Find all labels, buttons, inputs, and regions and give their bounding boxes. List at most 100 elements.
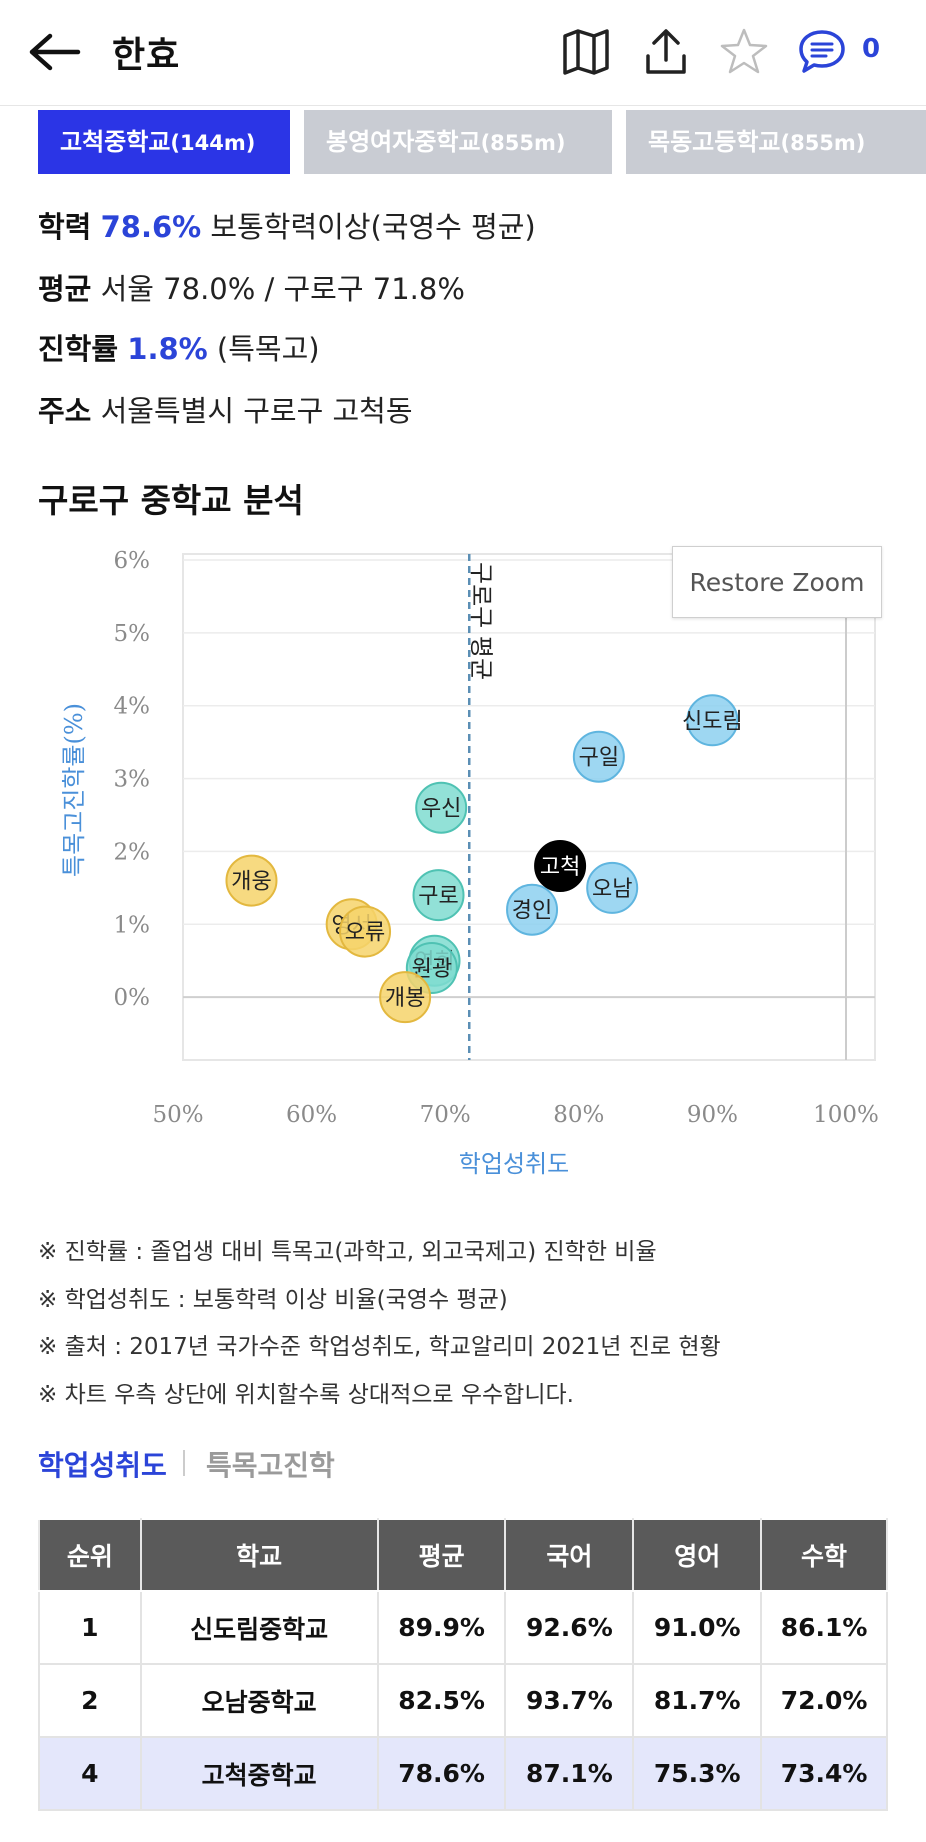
- data-point: [572, 730, 625, 783]
- data-point-label: 구로: [418, 884, 458, 909]
- note-source: ※ 출처 : 2017년 국가수준 학업성취도, 학교알리미 2021년 진로 …: [38, 1334, 721, 1360]
- table-row-current[interactable]: 4 고척중학교 78.6% 87.1% 75.3% 73.4%: [38, 1736, 888, 1811]
- data-point-label: 고척: [540, 855, 580, 880]
- note-hint: ※ 차트 우측 상단에 위치할수록 상대적으로 우수합니다.: [38, 1382, 574, 1408]
- data-point: [586, 861, 639, 914]
- cell-average: 78.6%: [376, 1736, 507, 1811]
- col-header-average: 평균: [376, 1518, 507, 1592]
- comment-icon[interactable]: [796, 26, 848, 78]
- cell-rank: 2: [38, 1663, 142, 1738]
- data-point-label: 개웅: [231, 870, 271, 895]
- average-row: 평균 서울 78.0% / 구로구 71.8%: [38, 266, 465, 308]
- cell-school: 오남중학교: [139, 1663, 379, 1738]
- x-tick-label: 50%: [152, 1102, 203, 1128]
- advancement-value: 1.8%: [127, 332, 208, 366]
- y-axis-title: 특목고진학률(%): [60, 703, 88, 877]
- data-point: [225, 854, 278, 907]
- tab-school-1[interactable]: 고척중학교(144m): [38, 110, 290, 174]
- section-title: 구로구 중학교 분석: [38, 481, 304, 520]
- restore-zoom-button[interactable]: Restore Zoom: [672, 546, 882, 618]
- tab-school-2[interactable]: 봉영여자중학교(855m): [304, 110, 612, 174]
- col-header-korean: 국어: [504, 1518, 635, 1592]
- tab-school-distance: (855m): [480, 131, 566, 155]
- cell-average: 89.9%: [376, 1590, 507, 1665]
- share-icon[interactable]: [640, 26, 692, 78]
- scatter-chart[interactable]: 0% 1% 2% 3% 4% 5% 6% 50% 60% 70% 80% 90% 100% 구로구 평균 학…: [38, 540, 888, 1180]
- address-row: 주소 서울특별시 구로구 고척동: [38, 388, 413, 430]
- cell-average: 82.5%: [376, 1663, 507, 1738]
- back-arrow-icon[interactable]: [28, 32, 84, 72]
- advancement-desc: (특목고): [216, 332, 320, 366]
- x-tick-label: 90%: [687, 1102, 738, 1128]
- data-point: [686, 694, 739, 747]
- address-value: 서울특별시 구로구 고척동: [100, 394, 413, 428]
- note-achievement: ※ 학업성취도 : 보통학력 이상 비율(국영수 평균): [38, 1287, 508, 1313]
- col-header-english: 영어: [632, 1518, 763, 1592]
- data-point-label: 오남: [592, 877, 632, 902]
- y-tick-label: 5%: [114, 621, 151, 647]
- map-icon[interactable]: [560, 26, 612, 78]
- cell-korean: 93.7%: [504, 1663, 635, 1738]
- cell-korean: 87.1%: [504, 1736, 635, 1811]
- data-point-label: 구일: [579, 746, 619, 771]
- y-tick-label: 6%: [114, 548, 151, 574]
- data-point: [412, 869, 465, 922]
- table-header-row: 순위 학교 평균 국어 영어 수학: [38, 1518, 888, 1592]
- x-tick-label: 70%: [420, 1102, 471, 1128]
- x-tick-label: 80%: [553, 1102, 604, 1128]
- top-bar: 한효 0: [0, 0, 926, 106]
- page-title: 한효: [112, 35, 181, 76]
- tab-school-3[interactable]: 목동고등학교(855m): [626, 110, 926, 174]
- y-tick-label: 4%: [114, 694, 151, 720]
- cell-math: 86.1%: [760, 1590, 888, 1665]
- y-tick-label: 2%: [114, 839, 151, 865]
- tab-school-name: 고척중학교: [60, 128, 171, 156]
- chart-svg: 0% 1% 2% 3% 4% 5% 6% 50% 60% 70% 80% 90% 100% 구로구 평균학…: [60, 548, 879, 1178]
- achievement-desc: 보통학력이상(국영수 평균): [210, 210, 536, 244]
- x-tick-label: 100%: [813, 1102, 879, 1128]
- cell-rank: 4: [38, 1736, 142, 1811]
- advancement-row: 진학률 1.8% (특목고): [38, 326, 320, 368]
- tab-school-distance: (144m): [170, 131, 256, 155]
- achievement-value: 78.6%: [100, 210, 202, 244]
- tab-school-distance: (855m): [780, 131, 866, 155]
- tab-school-name: 봉영여자중학교: [326, 128, 481, 156]
- tab-achievement[interactable]: 학업성취도: [38, 1449, 167, 1482]
- average-label: 평균: [38, 272, 92, 306]
- achievement-label: 학력: [38, 210, 92, 244]
- data-point: [415, 781, 468, 834]
- cell-math: 73.4%: [760, 1736, 888, 1811]
- cell-english: 75.3%: [632, 1736, 763, 1811]
- x-axis-title: 학업성취도: [459, 1150, 569, 1178]
- data-point-label: 개봉: [385, 986, 425, 1011]
- data-point: [506, 883, 559, 936]
- comment-count: 0: [862, 34, 881, 64]
- cell-english: 81.7%: [632, 1663, 763, 1738]
- reference-line-label: 구로구 평균: [467, 562, 495, 680]
- data-point-label: 경인: [512, 899, 552, 924]
- plot-area: [182, 553, 876, 1061]
- star-icon[interactable]: [718, 26, 770, 78]
- data-point: [379, 971, 432, 1024]
- cell-korean: 92.6%: [504, 1590, 635, 1665]
- average-value: 서울 78.0% / 구로구 71.8%: [100, 272, 465, 306]
- y-tick-label: 0%: [114, 985, 151, 1011]
- note-advancement: ※ 진학률 : 졸업생 대비 특목고(과학고, 외고국제고) 진학한 비율: [38, 1239, 657, 1265]
- data-point-label: 오류: [345, 921, 385, 946]
- tab-divider: [183, 1450, 185, 1476]
- tab-school-name: 목동고등학교: [648, 128, 781, 156]
- table-row[interactable]: 1 신도림중학교 89.9% 92.6% 91.0% 86.1%: [38, 1590, 888, 1665]
- y-tick-label: 3%: [114, 767, 151, 793]
- ranking-table: 순위 학교 평균 국어 영어 수학 1 신도림중학교 89.9% 92.6% 9…: [38, 1518, 888, 1811]
- achievement-row: 학력 78.6% 보통학력이상(국영수 평균): [38, 204, 536, 246]
- tab-special-school[interactable]: 특목고진학: [206, 1449, 335, 1482]
- table-row[interactable]: 2 오남중학교 82.5% 93.7% 81.7% 72.0%: [38, 1663, 888, 1738]
- cell-school: 고척중학교: [139, 1736, 379, 1811]
- data-point: [339, 905, 392, 958]
- address-label: 주소: [38, 394, 92, 428]
- advancement-label: 진학률: [38, 332, 119, 366]
- col-header-math: 수학: [760, 1518, 888, 1592]
- col-header-school: 학교: [139, 1518, 379, 1592]
- school-tabs: 고척중학교(144m) 봉영여자중학교(855m) 목동고등학교(855m): [38, 110, 926, 174]
- data-point: [534, 840, 587, 892]
